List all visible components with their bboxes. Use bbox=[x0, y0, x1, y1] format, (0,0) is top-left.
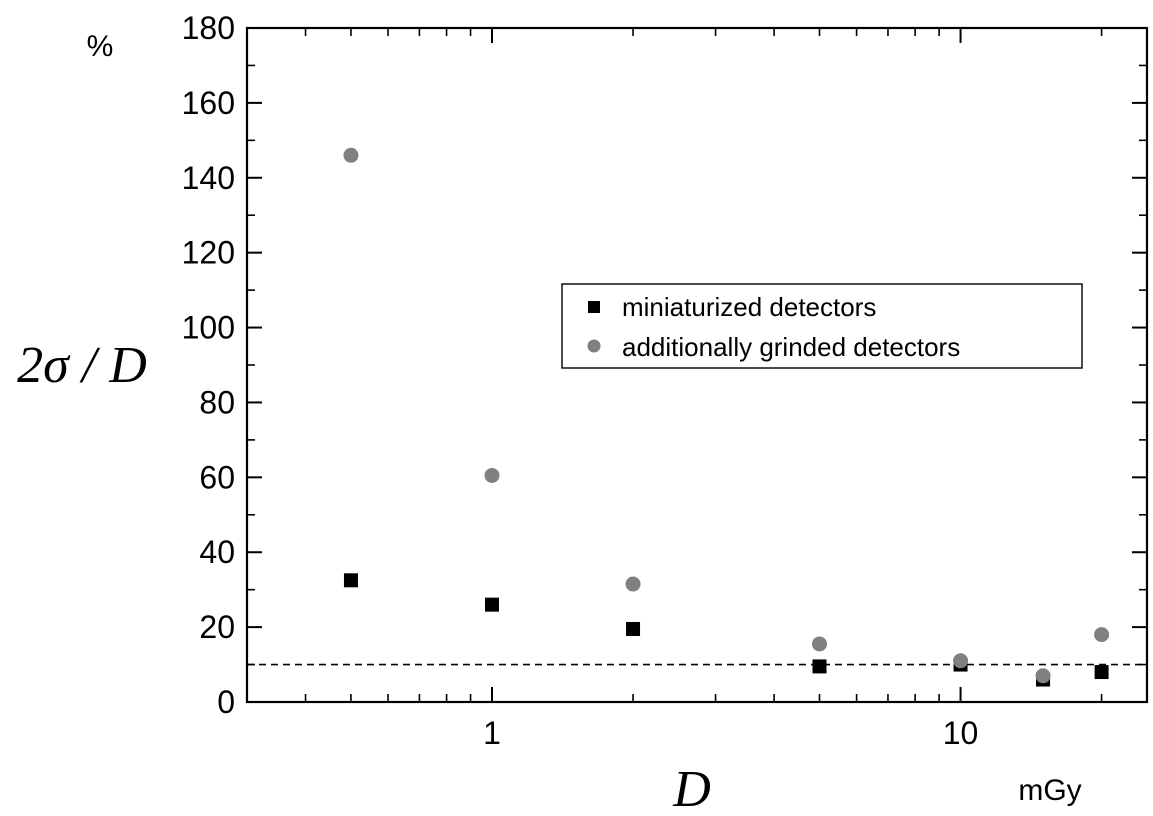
legend-marker-miniaturized bbox=[588, 301, 600, 313]
legend-label-grinded: additionally grinded detectors bbox=[622, 332, 960, 362]
data-point-circle bbox=[343, 147, 359, 163]
x-unit-label: mGy bbox=[1018, 774, 1081, 807]
y-unit-label: % bbox=[87, 30, 114, 63]
data-point-square bbox=[343, 573, 358, 588]
x-tick-label: 10 bbox=[943, 715, 979, 751]
y-tick-label: 20 bbox=[199, 609, 235, 645]
minor-ticks bbox=[246, 28, 1147, 702]
data-point-circle bbox=[1035, 668, 1051, 684]
series-layer bbox=[343, 147, 1110, 687]
y-axis-title: 2σ / D bbox=[17, 337, 147, 394]
y-tick-label: 160 bbox=[182, 85, 235, 121]
y-tick-label: 60 bbox=[199, 459, 235, 495]
y-tick-label: 40 bbox=[199, 534, 235, 570]
x-tick-label: 1 bbox=[483, 715, 501, 751]
y-tick-label: 180 bbox=[182, 10, 235, 46]
data-point-circle bbox=[953, 653, 969, 669]
data-point-square bbox=[626, 621, 641, 636]
data-point-circle bbox=[1094, 627, 1110, 643]
data-point-circle bbox=[625, 576, 641, 592]
data-point-square bbox=[484, 597, 499, 612]
y-tick-label: 140 bbox=[182, 160, 235, 196]
legend: miniaturized detectors additionally grin… bbox=[561, 283, 1083, 369]
y-tick-label: 0 bbox=[217, 684, 235, 720]
series-grinded bbox=[343, 147, 1110, 684]
y-tick-label: 100 bbox=[182, 310, 235, 346]
data-point-circle bbox=[484, 467, 500, 483]
x-axis-title: D bbox=[672, 761, 711, 816]
data-point-square bbox=[812, 659, 827, 674]
legend-label-miniaturized: miniaturized detectors bbox=[622, 292, 876, 322]
legend-box bbox=[561, 283, 1083, 369]
legend-marker-grinded bbox=[587, 339, 601, 353]
x-tick-labels: 1 10 bbox=[483, 715, 978, 751]
series-miniaturized bbox=[343, 573, 1109, 687]
y-tick-labels: 0 20 40 60 80 100 120 140 160 180 bbox=[182, 10, 235, 720]
data-point-circle bbox=[811, 636, 827, 652]
y-tick-label: 80 bbox=[199, 384, 235, 420]
plot-frame bbox=[245, 26, 1149, 704]
data-point-square bbox=[1094, 665, 1109, 680]
y-tick-label: 120 bbox=[182, 235, 235, 271]
